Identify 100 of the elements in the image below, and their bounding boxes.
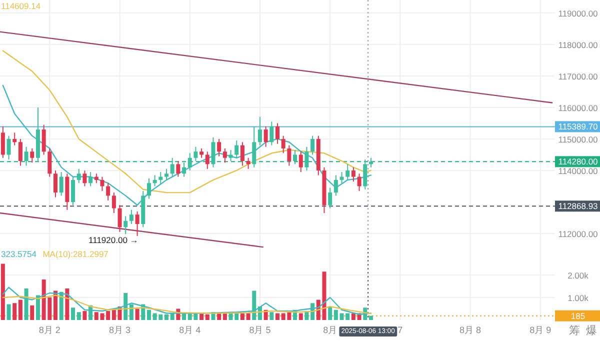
candlestick [170, 157, 174, 178]
candlestick [124, 216, 128, 235]
candlestick [228, 149, 233, 162]
candlestick [252, 126, 256, 168]
bar [24, 288, 28, 320]
candlestick [12, 132, 17, 146]
candlestick [211, 136, 216, 168]
bar [54, 290, 58, 320]
y-tick-label: 115000.00 [558, 134, 598, 144]
candlestick [363, 158, 368, 190]
candlestick [106, 182, 110, 201]
y-tick-label: 116000.00 [558, 102, 598, 113]
bar [164, 314, 168, 320]
line-series [2, 50, 372, 194]
candlestick [18, 138, 22, 166]
bar [0, 264, 5, 320]
candlestick [346, 164, 350, 180]
bar [298, 313, 303, 320]
y-tick-label: 114000.00 [558, 166, 598, 176]
text: 筹 [569, 325, 580, 337]
candlestick [298, 151, 303, 173]
ref-line-label: 112868.93 [558, 201, 598, 212]
bar [270, 312, 274, 320]
candlestick [100, 176, 104, 192]
y-tick-label: 112000.00 [558, 228, 598, 239]
bar [246, 313, 250, 320]
candlestick [222, 148, 227, 164]
candlestick [340, 172, 344, 184]
bar [6, 304, 11, 320]
bar [124, 293, 128, 320]
bar [18, 300, 22, 320]
bar [222, 313, 227, 320]
candlestick [135, 210, 140, 237]
x-tick-label: 8月 8 [460, 325, 482, 335]
candlestick [240, 142, 244, 166]
ref-line-label: 185 [570, 310, 586, 321]
y-tick-label: 118000.00 [558, 40, 598, 50]
candlestick [293, 149, 298, 165]
bar [351, 313, 356, 320]
x-tick-label: 8月 [323, 325, 338, 335]
bar [106, 311, 110, 320]
candlestick [368, 157, 373, 168]
candlestick [287, 144, 292, 166]
candlestick [158, 172, 163, 186]
candlestick [88, 172, 93, 187]
candlestick [42, 124, 46, 156]
y-tick-label: 2.00k [568, 270, 590, 280]
bar [82, 311, 87, 320]
bar [205, 314, 210, 320]
annotation: MA(10):281.2997 [42, 249, 109, 259]
candlestick [351, 166, 356, 182]
candlestick [152, 174, 157, 187]
candlestick [0, 126, 5, 158]
candlestick [54, 170, 58, 198]
candlestick [304, 146, 309, 171]
y-tick-label: 117000.00 [558, 71, 598, 82]
bar [252, 290, 256, 320]
x-tick-label: 7 [398, 325, 403, 335]
candlestick [205, 151, 210, 170]
bar [12, 303, 17, 320]
candlestick [118, 204, 122, 232]
x-tick-label: 8月 3 [109, 325, 131, 335]
bar [129, 304, 134, 320]
bar [328, 306, 332, 320]
bar [65, 288, 70, 320]
bar [146, 310, 151, 320]
bar [276, 313, 280, 320]
annotation: 111920.00 → [88, 235, 138, 246]
bar [71, 308, 76, 320]
candlestick [217, 138, 222, 157]
line-series [2, 294, 372, 314]
candlestick [129, 209, 134, 225]
y-tick-label: 1.00k [568, 292, 590, 303]
bar [135, 308, 140, 320]
bar [30, 305, 34, 320]
candlestick [310, 135, 315, 156]
bar [334, 310, 338, 320]
ref-line-label: 115389.70 [558, 122, 598, 132]
text: 爆 [586, 325, 597, 337]
candlestick [264, 126, 268, 148]
candlestick [76, 168, 81, 184]
candlestick [334, 174, 338, 196]
candlestick [71, 176, 76, 206]
bar [59, 292, 64, 320]
annotation: 114609.14 [1, 1, 41, 11]
candlestick [281, 135, 286, 154]
bar [36, 295, 40, 320]
x-tick-label: 8月 2 [38, 325, 60, 335]
candlestick [48, 148, 52, 178]
candlestick [258, 116, 262, 146]
line-series [2, 84, 372, 206]
candlestick [24, 146, 28, 166]
candlestick [112, 192, 116, 214]
candlestick [328, 187, 332, 209]
candlestick [200, 148, 204, 158]
y-tick-label: 119000.00 [558, 8, 598, 18]
candlestick [234, 140, 239, 158]
bar [240, 313, 244, 320]
candlestick [6, 135, 11, 160]
candlestick [30, 148, 34, 164]
